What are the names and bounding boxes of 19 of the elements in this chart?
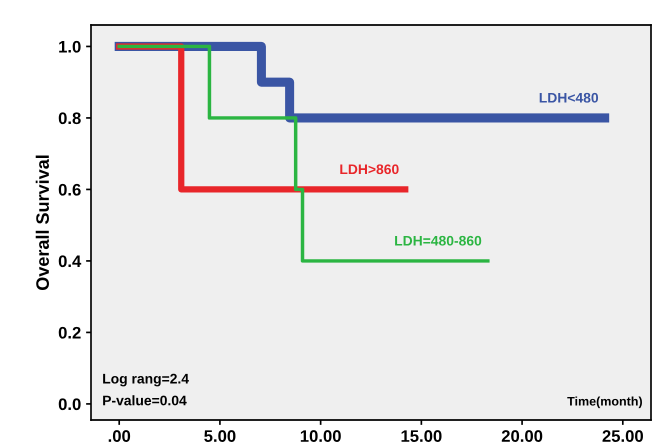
y-axis-title: Overall Survival — [36, 156, 49, 290]
x-tick-label: 15.00 — [402, 430, 442, 442]
x-tick-label: .00 — [108, 430, 130, 442]
y-tick-label: 0.8 — [58, 112, 81, 124]
y-tick-label: 0.4 — [58, 255, 82, 268]
x-axis-title: Time(month) — [567, 396, 642, 408]
x-tick-label: 25.00 — [602, 430, 643, 442]
y-tick-label: 0.2 — [58, 326, 81, 339]
series-label: LDH<480 — [540, 92, 598, 103]
y-tick-label: 1.0 — [59, 40, 81, 53]
x-tick-label: 10.00 — [300, 430, 341, 442]
x-tick-label: 20.00 — [502, 430, 542, 442]
series-label: LDH>860 — [340, 164, 399, 174]
annotation: Log rang=2.4 — [103, 374, 189, 386]
series-label: LDH=480-860 — [395, 236, 482, 246]
y-tick-label: 0.6 — [58, 184, 81, 196]
x-tick-label: 5.00 — [204, 430, 236, 442]
y-tick-label: 0.0 — [58, 398, 81, 410]
annotation: P-value=0.04 — [103, 395, 187, 406]
